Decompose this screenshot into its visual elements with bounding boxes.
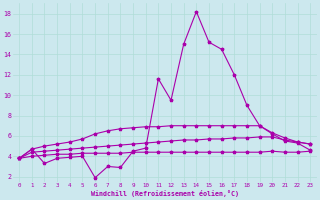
X-axis label: Windchill (Refroidissement éolien,°C): Windchill (Refroidissement éolien,°C) (91, 190, 239, 197)
